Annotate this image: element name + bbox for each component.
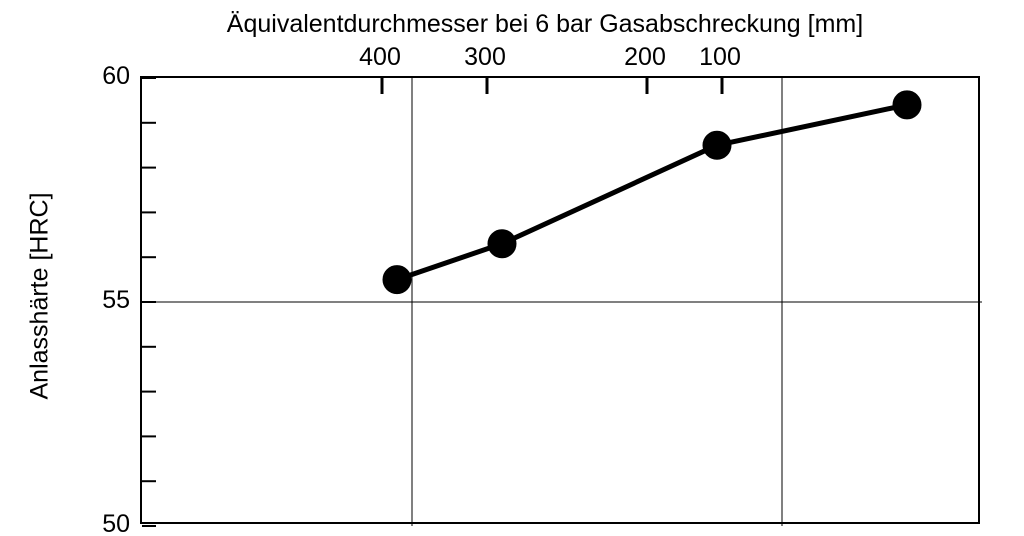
chart-container: Äquivalentdurchmesser bei 6 bar Gasabsch…: [0, 0, 1024, 536]
chart-top-title: Äquivalentdurchmesser bei 6 bar Gasabsch…: [195, 10, 895, 39]
x-top-tick-label: 400: [359, 43, 401, 72]
y-tick-label: 55: [85, 286, 130, 315]
y-tick-label: 60: [85, 62, 130, 91]
chart-y-axis-label: Anlasshärte [HRC]: [26, 200, 55, 400]
x-top-tick-label: 100: [699, 43, 741, 72]
y-tick-label: 50: [85, 510, 130, 536]
plot-area: [140, 76, 980, 524]
x-top-tick-label: 300: [464, 43, 506, 72]
plot-svg: [142, 78, 982, 526]
x-top-tick-label: 200: [624, 43, 666, 72]
